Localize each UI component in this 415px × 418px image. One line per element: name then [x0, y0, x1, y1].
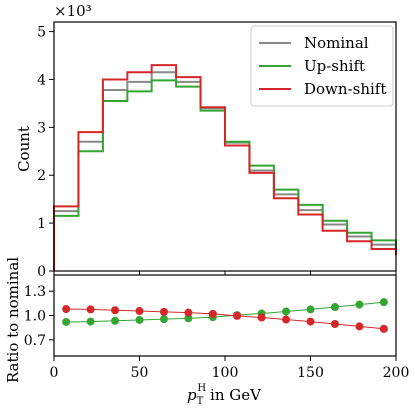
- ratio-point-up-shift: [330, 302, 339, 311]
- ratio-point-down-shift: [355, 322, 364, 331]
- ratio-point-up-shift: [379, 298, 388, 307]
- ratio-point-up-shift: [184, 314, 193, 323]
- ratio-point-down-shift: [379, 324, 388, 333]
- y-tick-label-top: 3: [37, 120, 46, 136]
- y-tick-label-top: 1: [37, 216, 46, 232]
- ratio-point-down-shift: [257, 313, 266, 322]
- ratio-point-down-shift: [208, 309, 217, 318]
- ratio-point-up-shift: [355, 300, 364, 309]
- histogram-series-down-shift: [53, 64, 397, 271]
- bottom-panel-frame: [53, 274, 397, 357]
- ratio-point-up-shift: [62, 317, 71, 326]
- ratio-panel: 0.7 1.0 1.3 0 50 100 150 200: [24, 274, 410, 381]
- ratio-point-down-shift: [282, 315, 291, 324]
- ratio-point-up-shift: [159, 315, 168, 324]
- legend-label-nominal: Nominal: [304, 34, 369, 52]
- ratio-point-down-shift: [62, 305, 71, 314]
- ratio-point-up-shift: [282, 307, 291, 316]
- y-tick-label-bottom: 1.0: [24, 309, 46, 325]
- y-tick-label-top: 5: [37, 25, 46, 41]
- ratio-point-down-shift: [330, 320, 339, 329]
- legend-label-up-shift: Up-shift: [304, 57, 365, 75]
- ratio-point-down-shift: [86, 305, 95, 314]
- y-axis-title-bottom: Ratio to nominal: [4, 257, 22, 383]
- x-tick-label: 200: [383, 365, 410, 381]
- y-multiplier-label: ×10³: [54, 2, 92, 20]
- x-tick-label: 0: [50, 365, 59, 381]
- ratio-point-down-shift: [135, 307, 144, 316]
- y-tick-label-top: 2: [37, 168, 46, 184]
- ratio-point-down-shift: [233, 311, 242, 320]
- top-panel-frame: [53, 21, 397, 272]
- legend: Nominal Up-shift Down-shift: [250, 25, 394, 107]
- x-tick-label: 150: [297, 365, 324, 381]
- legend-frame: [250, 25, 394, 107]
- y-axis-title-top: Count: [15, 126, 33, 172]
- x-tick-label: 50: [131, 365, 149, 381]
- ratio-point-up-shift: [306, 305, 315, 314]
- ratio-point-down-shift: [184, 308, 193, 317]
- ratio-line-up-shift: [66, 301, 384, 323]
- ratio-point-up-shift: [111, 316, 120, 325]
- ratio-point-up-shift: [86, 317, 95, 326]
- x-tick-label: 100: [212, 365, 239, 381]
- x-axis-title: pTH in GeV: [187, 383, 262, 407]
- histogram-panel: 0 1 2 3 4 5: [37, 21, 397, 280]
- ratio-line-down-shift: [66, 308, 384, 330]
- y-tick-label-top: 4: [37, 72, 46, 88]
- ratio-point-down-shift: [306, 317, 315, 326]
- ratio-point-up-shift: [135, 315, 144, 324]
- ratio-point-down-shift: [159, 307, 168, 316]
- y-tick-label-bottom: 0.7: [24, 333, 46, 349]
- legend-label-down-shift: Down-shift: [304, 80, 386, 98]
- ratio-point-down-shift: [111, 306, 120, 315]
- y-tick-label-top: 0: [37, 264, 46, 280]
- y-tick-label-bottom: 1.3: [24, 284, 46, 300]
